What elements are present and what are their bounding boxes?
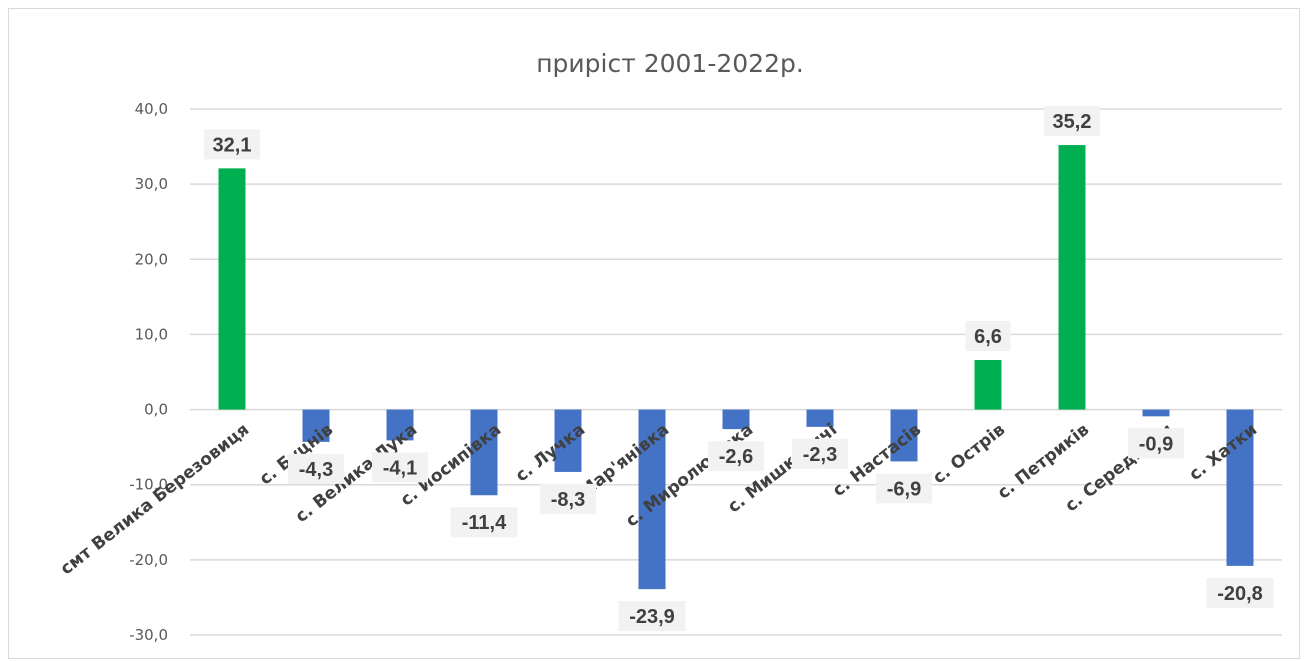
data-label: -4,3 [288,453,344,484]
data-label-text: -23,9 [629,606,675,628]
data-label: -11,4 [450,507,518,538]
y-tick-label: 30,0 [135,175,168,193]
data-label: -2,6 [708,441,764,472]
data-label-text: -4,1 [383,457,417,479]
data-label: 32,1 [204,129,260,160]
bar [722,409,750,430]
bar [806,409,834,427]
data-label-box [708,441,764,472]
bars [218,145,1254,590]
bar [386,409,414,441]
gridlines [190,108,1282,636]
data-label-text: -2,3 [803,444,837,466]
data-label-box [876,473,932,504]
bar [218,168,246,410]
bar [1226,409,1254,566]
data-label-box [1044,106,1100,137]
bar [554,409,582,472]
data-label-box [965,320,1011,351]
data-label-box [1128,428,1184,459]
category-label: с. Острів [929,420,1009,489]
bar [470,409,498,496]
data-label: -2,3 [792,438,848,469]
bar [302,409,330,442]
data-label-box [288,453,344,484]
bar [890,409,918,462]
data-label: 6,6 [965,320,1011,351]
y-tick-label: 40,0 [135,100,168,118]
data-label-text: -8,3 [551,489,585,511]
data-label-text: 35,2 [1053,111,1092,133]
y-tick-label: -10,0 [129,476,168,494]
y-tick-label: 20,0 [135,250,168,268]
y-tick-label: -20,0 [129,551,168,569]
y-tick-label: 0,0 [144,401,168,419]
data-label: -20,8 [1206,577,1274,608]
bar [638,409,666,590]
data-label-box [618,601,686,632]
data-label: -8,3 [540,483,596,514]
data-label-text: 32,1 [213,134,252,156]
bar [1058,145,1086,410]
data-label: -23,9 [618,601,686,632]
y-tick-label: -30,0 [129,626,168,644]
data-label: -6,9 [876,473,932,504]
data-label-text: -4,3 [299,459,333,481]
bar [1142,409,1170,417]
chart-title: приріст 2001-2022р. [536,49,804,78]
data-label-box [792,438,848,469]
data-label-box [204,129,260,160]
data-label-text: -6,9 [887,478,921,500]
data-label-text: -11,4 [462,512,507,534]
data-label: -4,1 [372,452,428,483]
data-label-text: -20,8 [1217,583,1263,605]
data-label-text: -0,9 [1139,433,1173,455]
data-label-text: -2,6 [719,446,753,468]
bar [974,359,1002,410]
data-label-text: 6,6 [974,326,1002,348]
y-tick-label: 10,0 [135,325,168,343]
y-axis: 40,0 30,0 20,0 10,0 0,0 -10,0 -20,0 -30,0 [129,100,168,644]
data-label-box [450,507,518,538]
data-label-box [1206,577,1274,608]
data-label-box [372,452,428,483]
data-label-box [540,483,596,514]
data-label: 35,2 [1044,106,1100,137]
data-labels: 32,1 -4,3 -4,1 -11,4 -8,3 -23,9 -2,6 -2,3 -6,9 6,… [204,106,1274,632]
data-label: -0,9 [1128,428,1184,459]
